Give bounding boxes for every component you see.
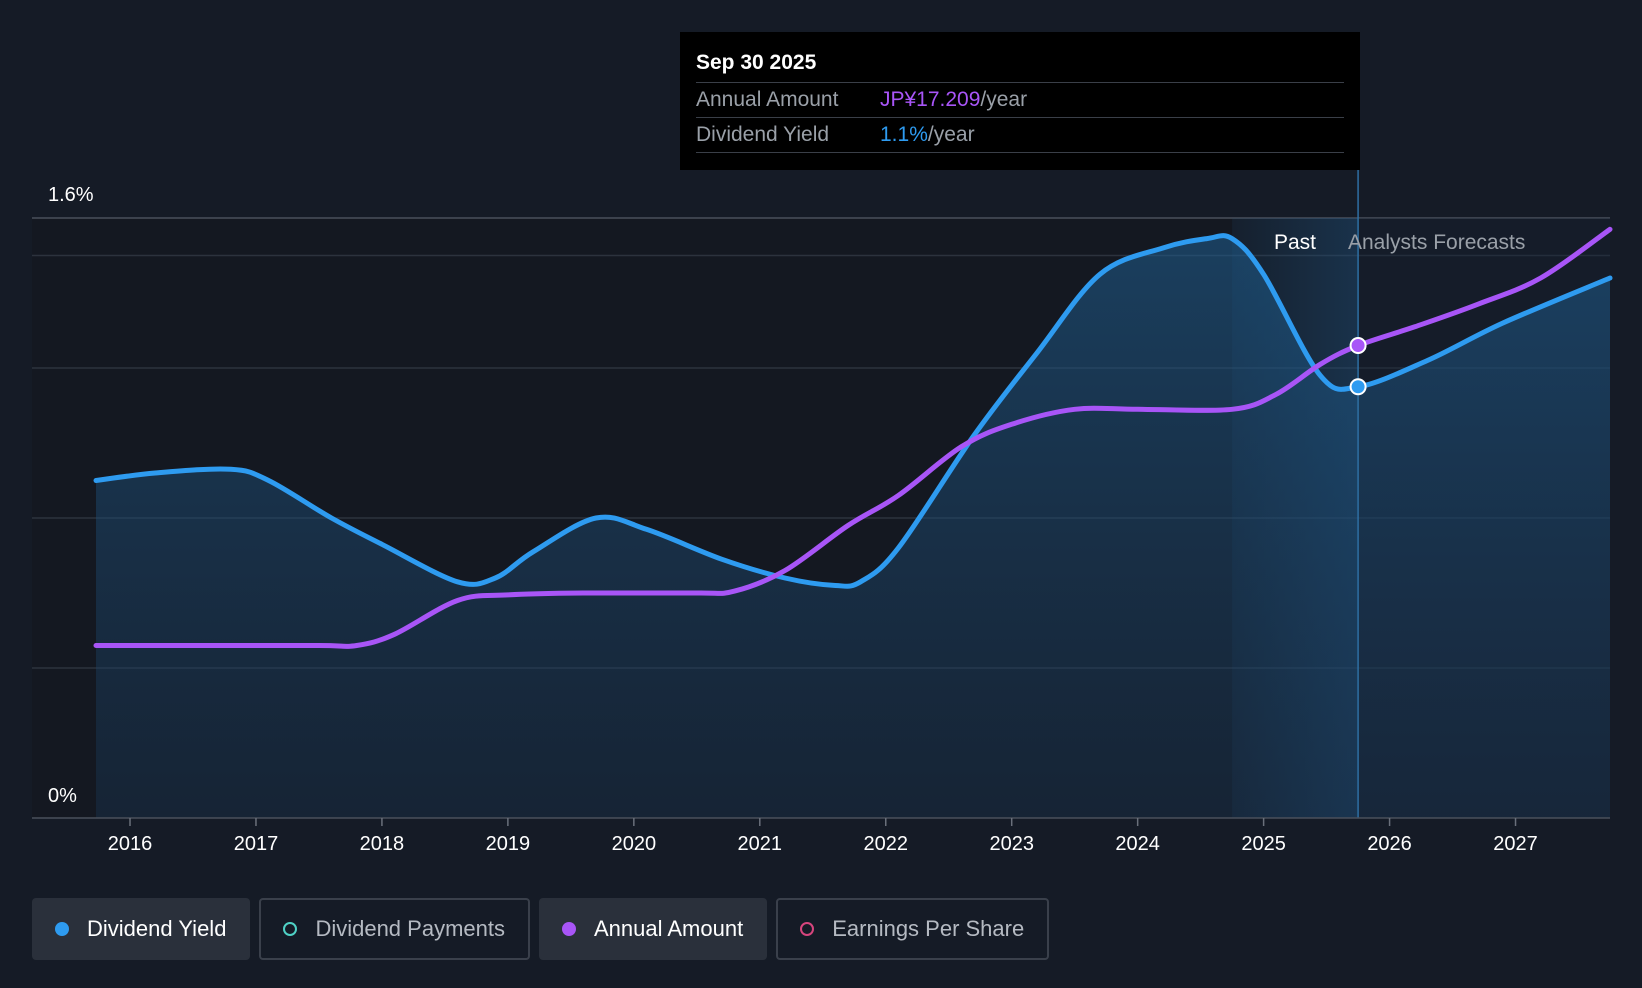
legend-dot-icon xyxy=(561,922,576,936)
highlight-point xyxy=(1349,378,1367,396)
tooltip-label: Dividend Yield xyxy=(696,123,830,146)
legend-earnings-per-share[interactable]: Earnings Per Share xyxy=(776,898,1050,960)
x-tick-label: 2023 xyxy=(989,833,1034,855)
x-tick-label: 2026 xyxy=(1367,833,1412,855)
forecast-label: Analysts Forecasts xyxy=(1348,231,1525,254)
legend-label: Dividend Yield xyxy=(87,916,227,941)
x-tick-label: 2025 xyxy=(1241,833,1286,855)
tooltip-unit: /year xyxy=(927,123,975,146)
legend-label: Dividend Payments xyxy=(315,916,505,941)
tooltip-value: 1.1% xyxy=(880,123,928,146)
legend-annual-amount[interactable]: Annual Amount xyxy=(538,898,768,960)
tooltip-date: Sep 30 2025 xyxy=(696,51,817,74)
y-tick-top: 1.6% xyxy=(48,184,94,206)
x-tick-label: 2024 xyxy=(1115,833,1160,855)
legend-dividend-yield[interactable]: Dividend Yield xyxy=(32,898,251,960)
legend-label: Annual Amount xyxy=(593,916,744,941)
tooltip-value: JP¥17.209 xyxy=(880,88,981,111)
tooltip-label: Annual Amount xyxy=(696,88,839,111)
legend-ring-icon xyxy=(800,922,815,936)
past-label: Past xyxy=(1274,231,1316,254)
tooltip-row-annual-amount: Annual Amount JP¥17.209 /year xyxy=(696,82,1344,117)
legend-label: Earnings Per Share xyxy=(832,916,1025,941)
x-tick-label: 2027 xyxy=(1493,833,1538,855)
dividend-yield-line xyxy=(93,233,1613,589)
highlight-points xyxy=(1349,337,1367,396)
x-tick-label: 2022 xyxy=(863,833,908,855)
x-axis: 2016 2017 2018 2019 2020 2021 2022 2023 2024 2025… xyxy=(32,817,1610,855)
legend-ring-icon xyxy=(283,922,298,936)
tooltip: Sep 30 2025 Annual Amount JP¥17.209 /yea… xyxy=(680,32,1360,170)
x-tick-label: 2020 xyxy=(612,833,657,855)
tooltip-unit: /year xyxy=(980,88,1028,111)
x-tick-label: 2016 xyxy=(108,833,153,855)
x-tick-label: 2019 xyxy=(486,833,531,855)
dividend-yield-area xyxy=(96,235,1610,819)
x-tick-label: 2018 xyxy=(360,833,405,855)
legend-dot-icon xyxy=(55,922,69,936)
tooltip-row-dividend-yield: Dividend Yield 1.1% /year xyxy=(696,117,1344,153)
x-tick-label: 2017 xyxy=(234,833,279,855)
legend-dividend-payments[interactable]: Dividend Payments xyxy=(259,898,530,960)
y-tick-bottom: 0% xyxy=(48,785,77,807)
highlight-point xyxy=(1349,337,1367,354)
x-tick-label: 2021 xyxy=(738,833,783,855)
legend: Dividend Yield Dividend Payments Annual … xyxy=(32,898,1050,960)
